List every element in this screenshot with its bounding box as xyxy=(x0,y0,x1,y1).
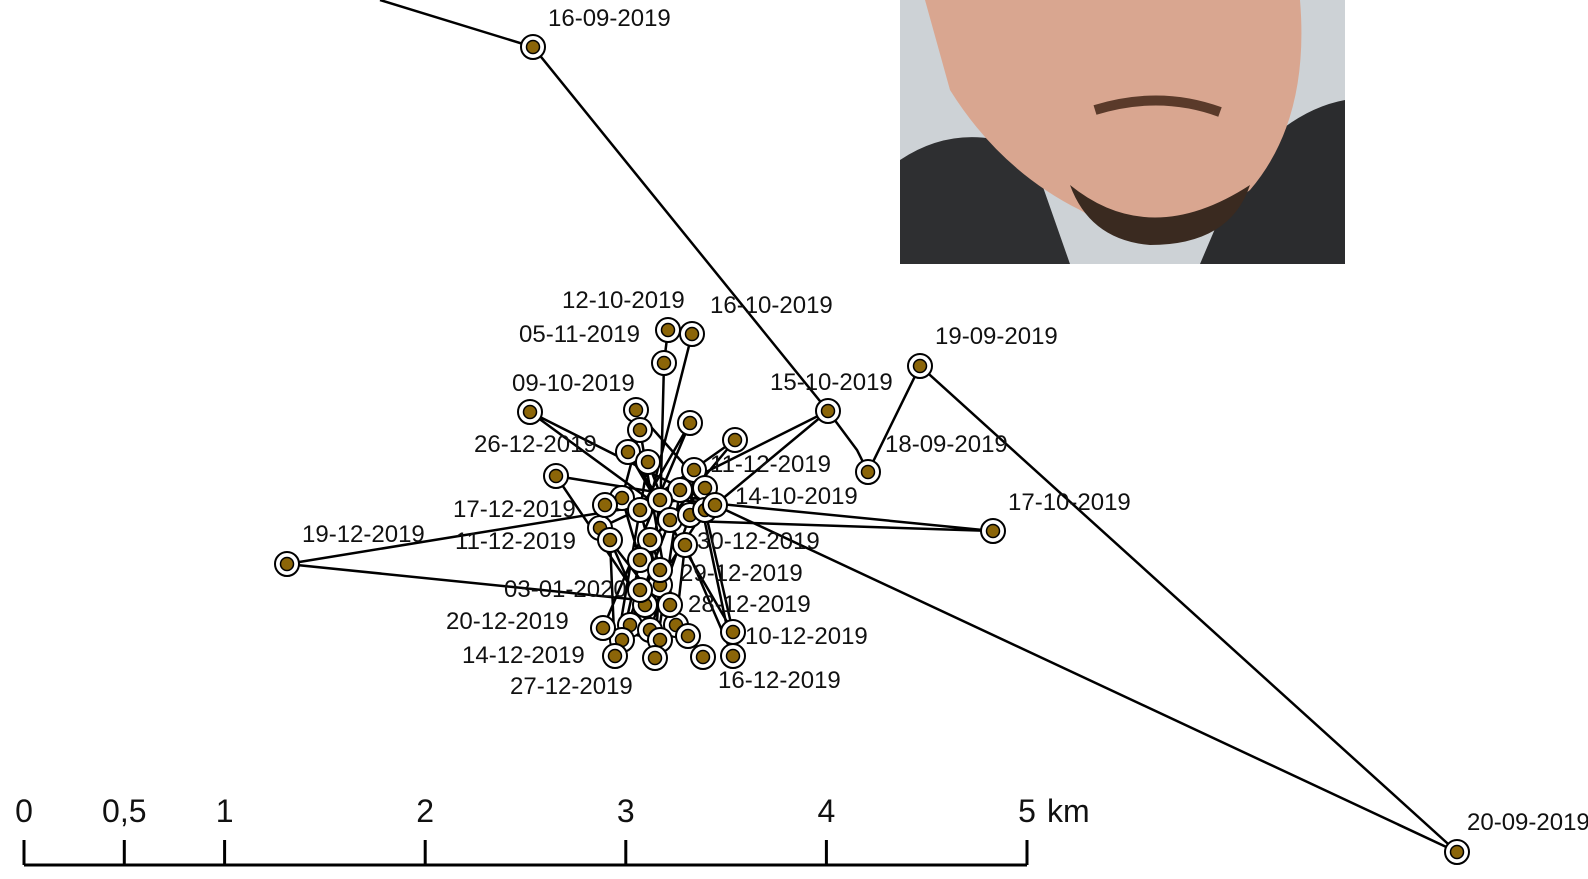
point-label: 17-10-2019 xyxy=(1008,489,1131,516)
point xyxy=(686,462,702,478)
point xyxy=(548,468,564,484)
point xyxy=(632,582,648,598)
point xyxy=(602,532,618,548)
point xyxy=(279,556,295,572)
point xyxy=(620,444,636,460)
point xyxy=(695,649,711,665)
point xyxy=(595,620,611,636)
point xyxy=(597,497,613,513)
point xyxy=(522,404,538,420)
point xyxy=(725,624,741,640)
point-label: 14-10-2019 xyxy=(735,483,858,510)
point-label: 14-12-2019 xyxy=(462,642,585,669)
point-label: 16-10-2019 xyxy=(710,292,833,319)
point-label: 15-10-2019 xyxy=(770,369,893,396)
point-label: 05-11-2019 xyxy=(519,321,640,348)
point xyxy=(684,326,700,342)
scale-tick-label: 4 xyxy=(818,793,836,829)
point xyxy=(677,537,693,553)
point xyxy=(1449,844,1465,860)
scale-tick-label: 2 xyxy=(416,793,434,829)
points: 16-09-2019 12-10-2019 16-10-2019 05-11-2019… xyxy=(274,5,1588,865)
scale-tick-label: 1 xyxy=(216,793,234,829)
scale-tick-label: 5 xyxy=(1018,793,1036,829)
point-label: 10-12-2019 xyxy=(745,623,868,650)
point-label: 29-12-2019 xyxy=(680,560,803,587)
point xyxy=(656,355,672,371)
point xyxy=(707,497,723,513)
point-label: 30-12-2019 xyxy=(697,528,820,555)
scale-tick-label: 0 xyxy=(15,793,33,829)
point xyxy=(628,402,644,418)
point-label: 12-10-2019 xyxy=(562,287,685,314)
point xyxy=(525,39,541,55)
point-label: 03-01-2020 xyxy=(504,576,627,603)
point xyxy=(652,562,668,578)
point xyxy=(662,597,678,613)
scale-unit: km xyxy=(1047,793,1090,829)
point xyxy=(652,492,668,508)
point-label: 16-12-2019 xyxy=(718,667,841,694)
photo xyxy=(900,0,1345,264)
point xyxy=(662,512,678,528)
point xyxy=(672,482,688,498)
point-label: 17-12-2019 xyxy=(453,496,576,523)
scale-tick-label: 3 xyxy=(617,793,635,829)
point xyxy=(607,648,623,664)
point xyxy=(860,464,876,480)
point xyxy=(640,454,656,470)
point xyxy=(652,632,668,648)
point xyxy=(820,403,836,419)
point-label: 20-09-2019 xyxy=(1467,809,1588,836)
point xyxy=(647,650,663,666)
point xyxy=(682,415,698,431)
point xyxy=(727,432,743,448)
point xyxy=(680,628,696,644)
point-label: 16-09-2019 xyxy=(548,5,671,32)
point xyxy=(632,422,648,438)
point xyxy=(660,322,676,338)
point-label: 19-09-2019 xyxy=(935,323,1058,350)
point xyxy=(632,552,648,568)
point xyxy=(642,532,658,548)
point-label: 19-12-2019 xyxy=(302,521,425,548)
scale-bar: 0 0,5 1 2 3 4 5 km xyxy=(15,793,1090,867)
point-label: 28-12-2019 xyxy=(688,591,811,618)
point-label: 11-12-2019 xyxy=(710,451,831,478)
point xyxy=(697,480,713,496)
point-label: 27-12-2019 xyxy=(510,673,633,700)
point-label: 18-09-2019 xyxy=(885,431,1008,458)
point xyxy=(985,523,1001,539)
point-label: 09-10-2019 xyxy=(512,370,635,397)
point-label: 26-12-2019 xyxy=(474,431,597,458)
point xyxy=(632,502,648,518)
scale-tick-label: 0,5 xyxy=(102,793,146,829)
point xyxy=(725,648,741,664)
point-label: 11-12-2019 xyxy=(455,528,576,555)
point-label: 20-12-2019 xyxy=(446,608,569,635)
point xyxy=(912,358,928,374)
